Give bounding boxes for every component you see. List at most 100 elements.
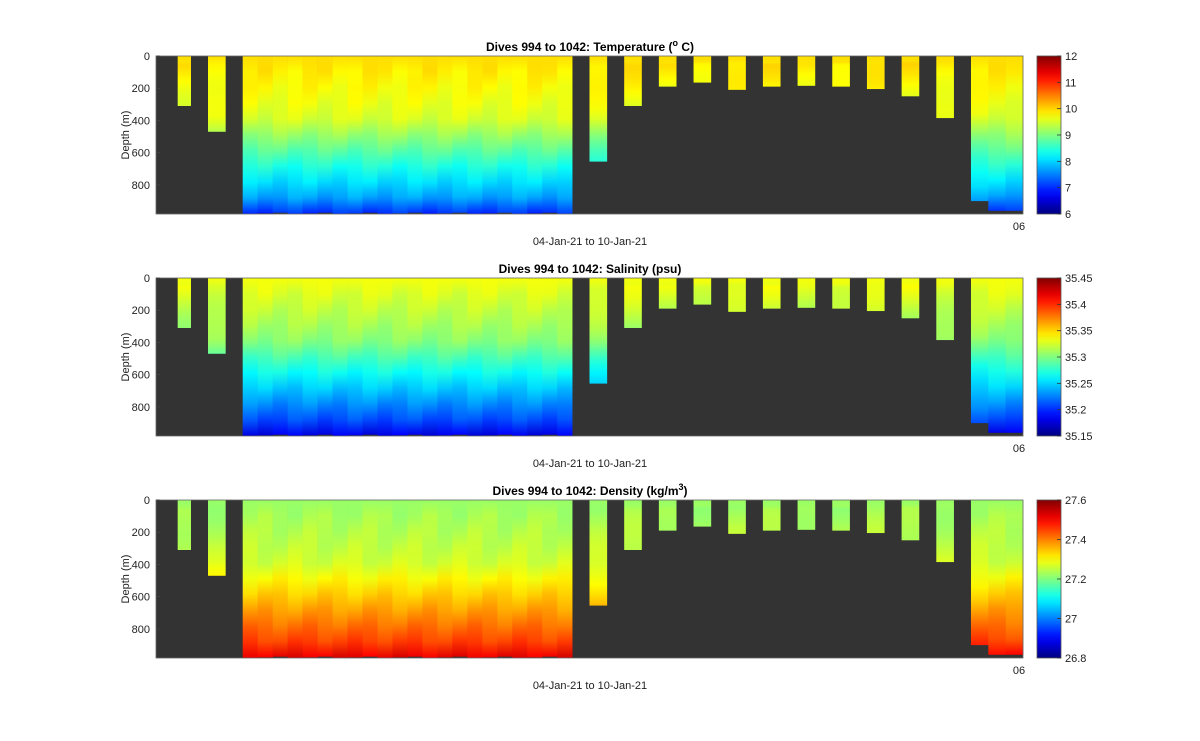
density-title: Dives 994 to 1042: Density (kg/m3) <box>492 482 687 498</box>
density-dive-profile <box>970 500 989 646</box>
salinity-dive-profile <box>437 278 453 436</box>
temperature-dive-profile <box>797 56 816 86</box>
density-x-tick-label: 06 <box>1013 665 1025 677</box>
density-dive-profile <box>542 500 558 657</box>
salinity-y-tick-label: 0 <box>144 273 150 285</box>
salinity-dive-profile <box>422 278 438 436</box>
temperature-y-tick-label: 200 <box>132 83 150 95</box>
salinity-dive-profile <box>512 278 528 436</box>
density-dive-profile <box>347 500 363 658</box>
salinity-dive-profile <box>497 278 513 435</box>
density-dive-profile <box>693 500 712 527</box>
salinity-dive-profile <box>658 278 677 309</box>
salinity-dive-profile <box>693 278 712 305</box>
density-dive-profile <box>936 500 954 563</box>
temperature-dive-profile <box>362 56 378 213</box>
salinity-dive-profile <box>589 278 608 384</box>
salinity-dive-profile <box>557 278 573 436</box>
density-y-tick-label: 400 <box>132 559 150 571</box>
temperature-y-tick-label: 800 <box>132 180 150 192</box>
density-dive-profile <box>557 500 573 658</box>
temperature-dive-profile <box>497 56 513 213</box>
temperature-colorbar-tick-label: 10 <box>1065 104 1077 116</box>
temperature-dive-profile <box>624 56 642 106</box>
temperature-dive-profile <box>658 56 677 87</box>
density-x-axis-label: 04-Jan-21 to 10-Jan-21 <box>533 680 647 692</box>
temperature-dive-profile <box>762 56 781 87</box>
density-dive-profile <box>272 500 288 657</box>
temperature-colorbar-tick-label: 11 <box>1065 77 1076 89</box>
temperature-panel: Dives 994 to 1042: Temperature (o C) 0 20… <box>120 38 1077 248</box>
salinity-dive-profile <box>302 278 318 436</box>
density-dive-profile <box>422 500 438 658</box>
temperature-dive-profile <box>693 56 712 83</box>
density-dive-profile <box>589 500 608 606</box>
salinity-dive-profile <box>272 278 288 435</box>
salinity-y-tick-label: 600 <box>132 370 150 382</box>
salinity-colorbar-tick-label: 35.15 <box>1065 431 1093 443</box>
density-dive-profile <box>362 500 378 657</box>
salinity-dive-profile <box>208 278 226 354</box>
density-dive-profile <box>527 500 543 658</box>
salinity-title: Dives 994 to 1042: Salinity (psu) <box>499 262 682 276</box>
density-dive-profile <box>467 500 483 658</box>
density-dive-profile <box>208 500 226 576</box>
density-colorbar-tick-label: 27.6 <box>1065 495 1086 507</box>
density-dive-profile <box>317 500 333 657</box>
salinity-x-tick-label: 06 <box>1013 443 1025 455</box>
density-dive-profile <box>658 500 677 531</box>
salinity-colorbar-tick-label: 35.45 <box>1065 273 1093 285</box>
density-panel: Dives 994 to 1042: Density (kg/m3) 0 200 4… <box>120 482 1086 692</box>
temperature-colorbar-tick-label: 9 <box>1065 130 1071 142</box>
density-colorbar-tick-label: 27.2 <box>1065 574 1086 586</box>
density-dive-profile <box>866 500 885 534</box>
salinity-dive-profile <box>1005 278 1024 433</box>
density-y-axis-label: Depth (m) <box>120 555 132 604</box>
salinity-dive-profile <box>242 278 258 436</box>
temperature-dive-profile <box>728 56 746 90</box>
density-colorbar-tick-label: 27.4 <box>1065 535 1086 547</box>
temperature-colorbar-tick-label: 6 <box>1065 209 1071 221</box>
temperature-dive-profile <box>542 56 558 213</box>
salinity-dive-profile <box>287 278 303 436</box>
salinity-dive-profile <box>866 278 885 312</box>
density-dive-profile <box>1005 500 1024 655</box>
temperature-dive-profile <box>242 56 258 214</box>
density-y-tick-label: 0 <box>144 495 150 507</box>
temperature-dive-profile <box>901 56 920 97</box>
temperature-dive-profile <box>332 56 348 214</box>
temperature-y-tick-label: 600 <box>132 148 150 160</box>
salinity-dive-profile <box>257 278 273 436</box>
salinity-colorbar-tick-label: 35.4 <box>1065 299 1086 311</box>
density-axes-frame <box>155 499 1024 659</box>
salinity-dive-profile <box>832 278 850 309</box>
density-dive-profile <box>257 500 273 658</box>
density-y-tick-label: 600 <box>132 592 150 604</box>
temperature-dive-profile <box>257 56 273 214</box>
temperature-dive-profile <box>272 56 288 213</box>
density-dive-profile <box>624 500 642 550</box>
salinity-panel: Dives 994 to 1042: Salinity (psu) 0 200 40… <box>120 262 1093 470</box>
density-dive-profile <box>392 500 408 658</box>
temperature-dive-profile <box>832 56 850 87</box>
density-dive-profile <box>832 500 850 531</box>
salinity-dive-profile <box>362 278 378 435</box>
salinity-dive-profile <box>317 278 333 435</box>
density-dive-profile <box>497 500 513 657</box>
salinity-colorbar: 35.45 35.4 35.35 35.3 35.25 35.2 35.15 <box>1036 273 1093 443</box>
salinity-y-tick-label: 400 <box>132 337 150 349</box>
density-colorbar-tick-label: 27 <box>1065 614 1077 626</box>
temperature-dive-profile <box>589 56 608 162</box>
temperature-colorbar-tick-label: 12 <box>1065 51 1077 63</box>
temperature-dive-profile <box>482 56 498 214</box>
temperature-dive-profile <box>347 56 363 214</box>
temperature-dive-profile <box>557 56 573 214</box>
salinity-dive-profile <box>332 278 348 436</box>
density-dive-profile <box>482 500 498 658</box>
temperature-dive-profile <box>302 56 318 214</box>
salinity-y-axis-label: Depth (m) <box>120 333 132 382</box>
density-dive-profile <box>512 500 528 658</box>
temperature-dive-profile <box>866 56 885 90</box>
density-dive-profile <box>407 500 423 657</box>
